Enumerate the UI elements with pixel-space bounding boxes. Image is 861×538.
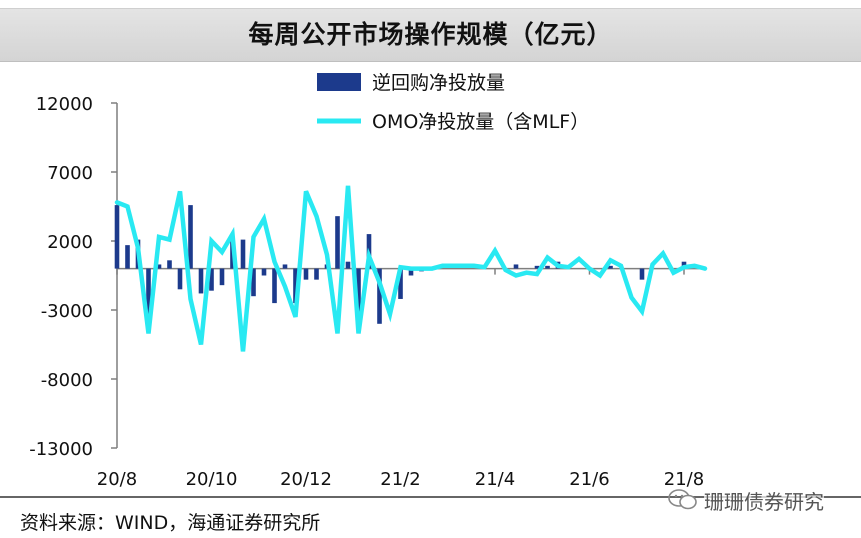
x-tick-label: 20/12 (280, 469, 332, 490)
bar (125, 245, 130, 269)
y-tick-label: -8000 (41, 370, 93, 391)
bar (272, 268, 277, 304)
x-tick-label: 21/8 (664, 469, 704, 490)
bar (114, 205, 120, 269)
bar (219, 268, 225, 286)
bar (398, 268, 403, 299)
y-tick-label: 7000 (47, 163, 93, 184)
x-tick-label: 21/4 (475, 469, 515, 490)
bar (639, 268, 645, 280)
legend-label-line: OMO净投放量（含MLF） (372, 111, 589, 133)
y-tick-label: -13000 (29, 439, 93, 460)
y-tick-label: 12000 (36, 94, 93, 115)
source-note: 资料来源：WIND，海通证券研究所 (20, 512, 321, 534)
omo-line (114, 185, 708, 352)
x-tick-label: 21/6 (569, 469, 609, 490)
bar (240, 239, 246, 269)
y-tick-label: -3000 (41, 301, 93, 322)
y-tick-label: 2000 (47, 232, 93, 253)
bar (156, 264, 162, 269)
title-band: 每周公开市场操作规模（亿元） (0, 8, 861, 62)
bar (335, 216, 340, 269)
bar (377, 268, 382, 324)
x-tick-label: 21/2 (380, 469, 420, 490)
bar (534, 265, 540, 269)
source-divider (0, 496, 861, 498)
bar (293, 268, 298, 304)
bar (177, 268, 183, 290)
x-tick-label: 20/10 (186, 469, 238, 490)
bar (608, 265, 613, 269)
bar (408, 268, 414, 276)
bar (345, 261, 351, 269)
bar (209, 268, 214, 291)
bar-series-逆回购净投放量 (114, 205, 687, 324)
bar (282, 264, 288, 269)
wechat-icon (668, 489, 697, 510)
watermark-text: 珊珊债券研究 (704, 485, 824, 515)
bar (198, 268, 204, 294)
line-series-OMO净投放量 (114, 185, 708, 352)
bar (146, 268, 151, 324)
bar (188, 205, 193, 269)
bar (314, 268, 319, 280)
chart-title: 每周公开市场操作规模（亿元） (248, 20, 613, 49)
bar (251, 268, 256, 297)
watermark: 珊珊债券研究 (668, 485, 858, 515)
bar (303, 268, 309, 280)
bar (167, 260, 172, 269)
bar (261, 268, 267, 276)
x-tick-label: 20/8 (97, 469, 137, 490)
legend-label-bar: 逆回购净投放量 (372, 72, 505, 94)
bar (356, 268, 361, 324)
bar (513, 264, 519, 269)
bar (545, 265, 550, 269)
legend: 逆回购净投放量 OMO净投放量（含MLF） (317, 72, 589, 133)
legend-bar-swatch (317, 73, 361, 91)
